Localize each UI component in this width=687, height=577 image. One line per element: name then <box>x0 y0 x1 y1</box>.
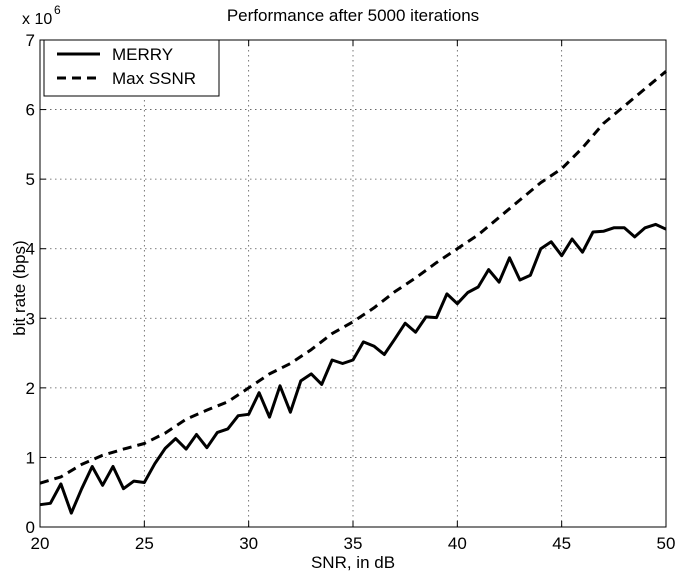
x-tick-label: 20 <box>31 534 50 553</box>
series-line-merry <box>39 222 667 515</box>
y-tick-label: 6 <box>26 101 35 120</box>
y-tick-label: 4 <box>26 240 35 259</box>
y-tick-label: 5 <box>26 170 35 189</box>
y-tick-label: 2 <box>26 379 35 398</box>
legend-box <box>43 39 220 97</box>
y-axis-label: bit rate (bps) <box>10 240 29 335</box>
grid <box>40 40 666 527</box>
legend-label-merry: MERRY <box>112 45 173 64</box>
series-line-max-ssnr <box>39 70 667 485</box>
x-axis-label: SNR, in dB <box>311 553 395 572</box>
chart-title: Performance after 5000 iterations <box>227 6 479 25</box>
x-tick-label: 40 <box>448 534 467 553</box>
series-layer <box>39 70 667 515</box>
y-tick-label: 3 <box>26 309 35 328</box>
legend: MERRY Max SSNR <box>43 39 220 97</box>
x-tick-label: 45 <box>552 534 571 553</box>
x-tick-label: 35 <box>344 534 363 553</box>
y-tick-label: 1 <box>26 448 35 467</box>
x-tick-label: 50 <box>657 534 676 553</box>
y-tick-label: 7 <box>26 31 35 50</box>
y-multiplier-exponent: 6 <box>54 3 61 17</box>
legend-label-max-ssnr: Max SSNR <box>112 69 196 88</box>
x-tick-label: 25 <box>135 534 154 553</box>
y-multiplier-base: x 10 <box>22 11 52 28</box>
x-tick-label: 30 <box>239 534 258 553</box>
y-tick-label: 0 <box>26 518 35 537</box>
